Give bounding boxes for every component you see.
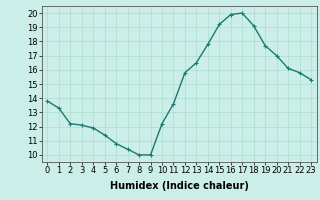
X-axis label: Humidex (Indice chaleur): Humidex (Indice chaleur) bbox=[110, 181, 249, 191]
